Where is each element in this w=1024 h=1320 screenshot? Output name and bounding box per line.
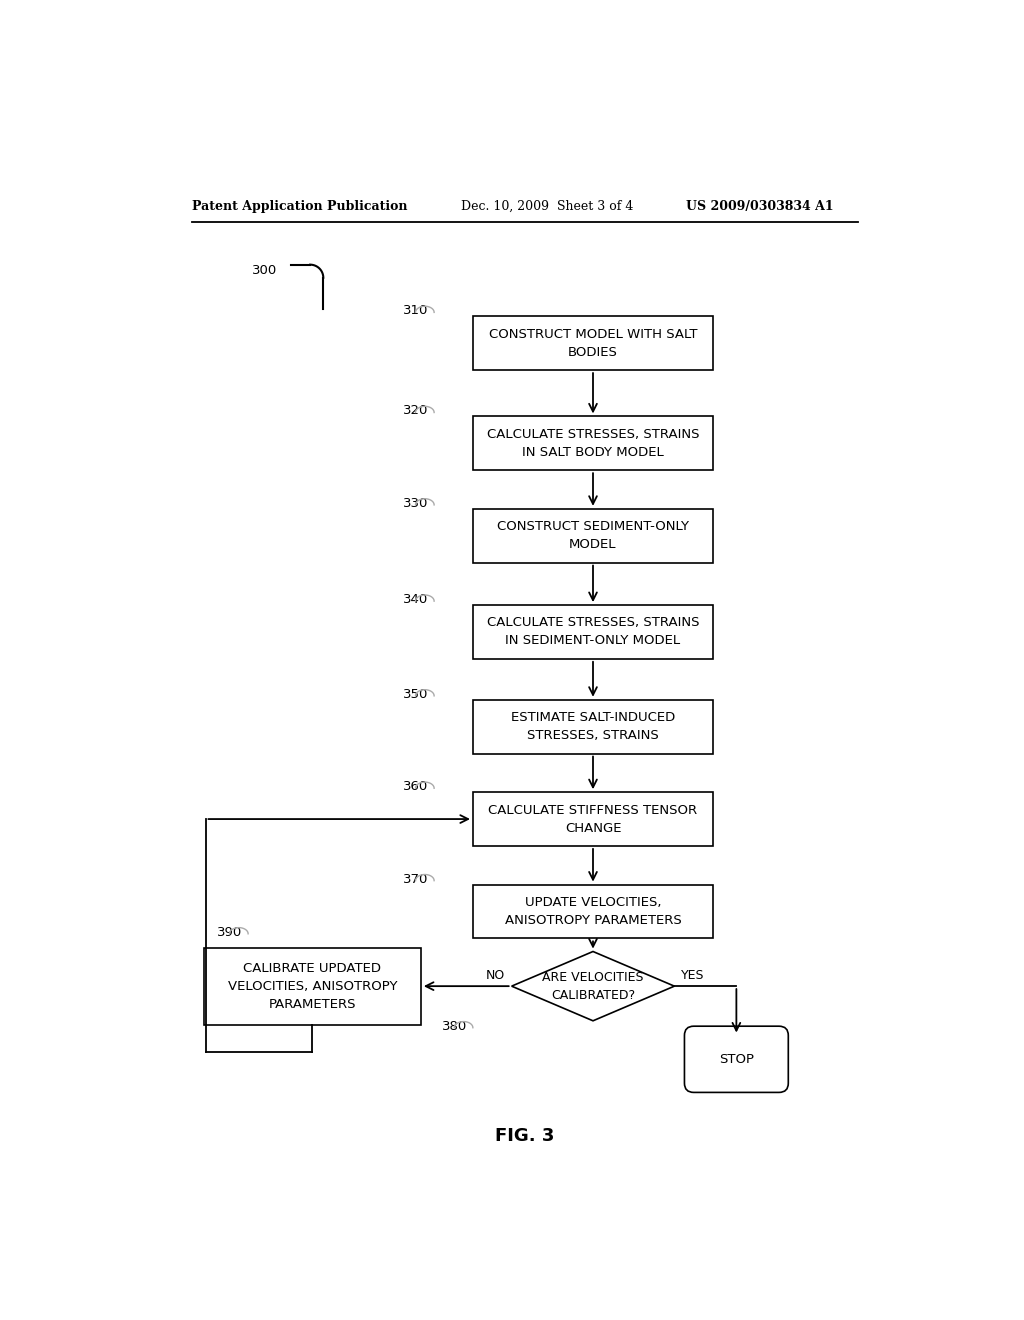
FancyBboxPatch shape xyxy=(473,416,713,470)
Text: Patent Application Publication: Patent Application Publication xyxy=(191,199,408,213)
Text: UPDATE VELOCITIES,
ANISOTROPY PARAMETERS: UPDATE VELOCITIES, ANISOTROPY PARAMETERS xyxy=(505,896,681,927)
Text: CALCULATE STRESSES, STRAINS
IN SALT BODY MODEL: CALCULATE STRESSES, STRAINS IN SALT BODY… xyxy=(486,428,699,459)
Text: 350: 350 xyxy=(403,688,428,701)
FancyBboxPatch shape xyxy=(473,317,713,370)
Text: 310: 310 xyxy=(403,305,428,317)
Text: CONSTRUCT MODEL WITH SALT
BODIES: CONSTRUCT MODEL WITH SALT BODIES xyxy=(488,327,697,359)
Text: 300: 300 xyxy=(252,264,278,277)
Text: 360: 360 xyxy=(403,780,428,793)
Text: ESTIMATE SALT-INDUCED
STRESSES, STRAINS: ESTIMATE SALT-INDUCED STRESSES, STRAINS xyxy=(511,711,675,742)
Text: YES: YES xyxy=(681,969,705,982)
FancyBboxPatch shape xyxy=(204,948,421,1024)
Text: 340: 340 xyxy=(403,593,428,606)
Text: 330: 330 xyxy=(403,496,428,510)
FancyBboxPatch shape xyxy=(473,508,713,562)
Text: 370: 370 xyxy=(403,873,428,886)
Text: ARE VELOCITIES
CALIBRATED?: ARE VELOCITIES CALIBRATED? xyxy=(543,970,644,1002)
Text: STOP: STOP xyxy=(719,1053,754,1065)
FancyBboxPatch shape xyxy=(473,700,713,754)
Text: 320: 320 xyxy=(403,404,428,417)
Text: Dec. 10, 2009  Sheet 3 of 4: Dec. 10, 2009 Sheet 3 of 4 xyxy=(461,199,634,213)
Text: US 2009/0303834 A1: US 2009/0303834 A1 xyxy=(686,199,834,213)
Text: CALCULATE STRESSES, STRAINS
IN SEDIMENT-ONLY MODEL: CALCULATE STRESSES, STRAINS IN SEDIMENT-… xyxy=(486,616,699,647)
Polygon shape xyxy=(512,952,675,1020)
Text: 380: 380 xyxy=(442,1019,467,1032)
FancyBboxPatch shape xyxy=(473,884,713,939)
FancyBboxPatch shape xyxy=(684,1026,788,1093)
FancyBboxPatch shape xyxy=(473,792,713,846)
Text: NO: NO xyxy=(486,969,506,982)
Text: CALCULATE STIFFNESS TENSOR
CHANGE: CALCULATE STIFFNESS TENSOR CHANGE xyxy=(488,804,697,834)
Text: FIG. 3: FIG. 3 xyxy=(496,1127,554,1146)
Text: CONSTRUCT SEDIMENT-ONLY
MODEL: CONSTRUCT SEDIMENT-ONLY MODEL xyxy=(497,520,689,552)
Text: 390: 390 xyxy=(217,925,243,939)
Text: CALIBRATE UPDATED
VELOCITIES, ANISOTROPY
PARAMETERS: CALIBRATE UPDATED VELOCITIES, ANISOTROPY… xyxy=(227,962,397,1011)
FancyBboxPatch shape xyxy=(473,605,713,659)
